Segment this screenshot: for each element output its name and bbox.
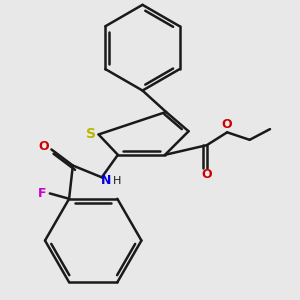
Text: O: O (202, 168, 212, 181)
Text: N: N (101, 174, 111, 187)
Text: F: F (38, 187, 46, 200)
Text: S: S (86, 128, 96, 142)
Text: O: O (39, 140, 49, 153)
Text: O: O (222, 118, 232, 131)
Text: H: H (112, 176, 121, 185)
